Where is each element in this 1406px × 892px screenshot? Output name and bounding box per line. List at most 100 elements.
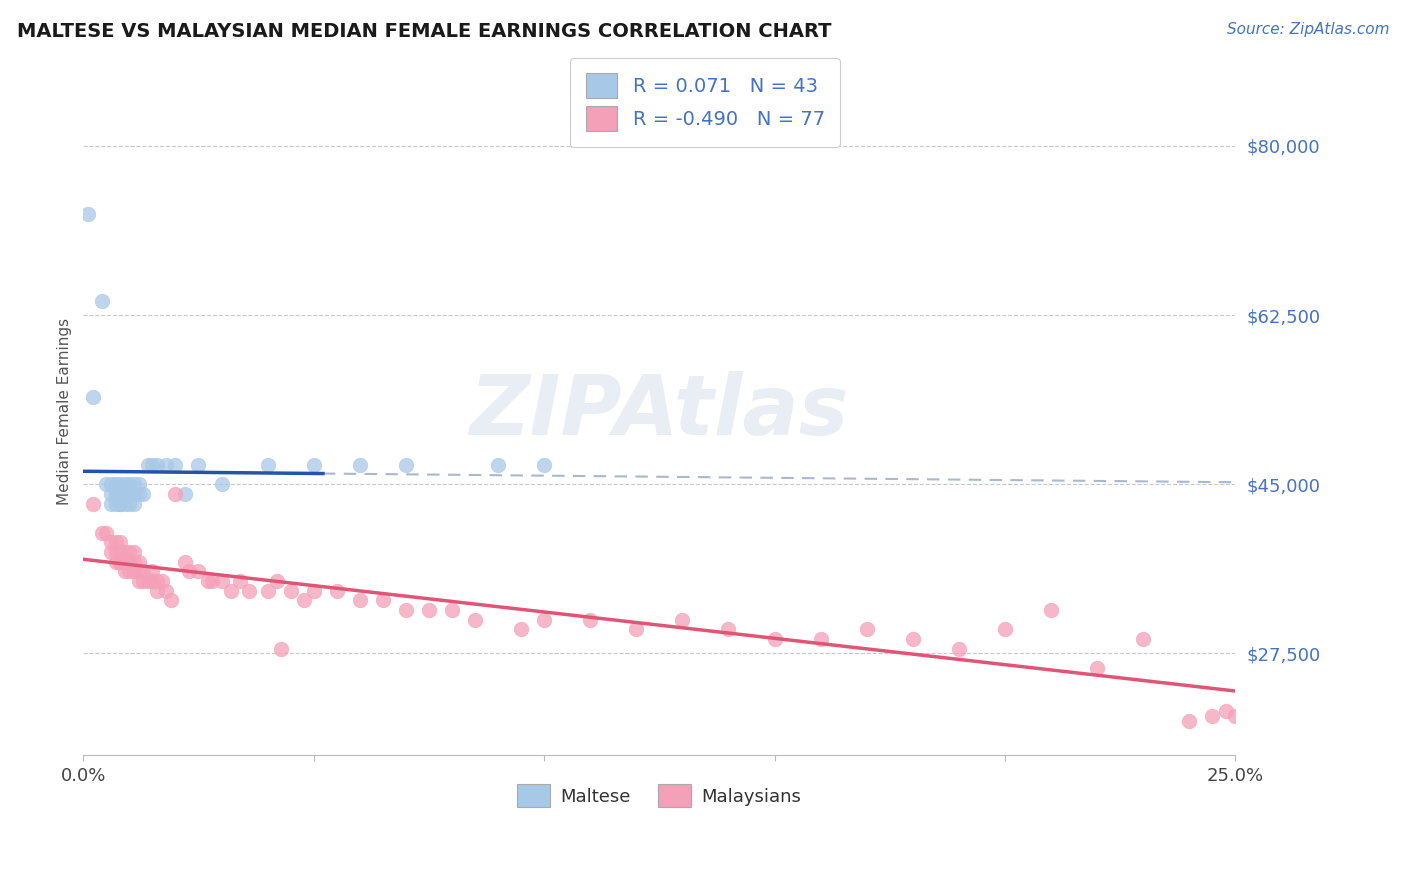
Point <box>533 613 555 627</box>
Point <box>626 622 648 636</box>
Point <box>128 487 150 501</box>
Point <box>302 583 325 598</box>
Point <box>141 564 163 578</box>
Point <box>579 613 602 627</box>
Point <box>395 458 418 472</box>
Point <box>486 458 509 472</box>
Point <box>118 545 141 559</box>
Point <box>1178 714 1201 728</box>
Point <box>155 583 177 598</box>
Point <box>146 583 169 598</box>
Point <box>1225 709 1247 723</box>
Point <box>96 477 118 491</box>
Point <box>146 574 169 588</box>
Point <box>82 390 104 404</box>
Point <box>90 525 112 540</box>
Point <box>160 593 183 607</box>
Point <box>100 497 122 511</box>
Point <box>100 545 122 559</box>
Point <box>118 487 141 501</box>
Point <box>108 487 131 501</box>
Point <box>104 545 127 559</box>
Point <box>146 458 169 472</box>
Point <box>118 555 141 569</box>
Point <box>165 458 187 472</box>
Point <box>104 535 127 549</box>
Point <box>108 555 131 569</box>
Point <box>100 477 122 491</box>
Point <box>114 487 136 501</box>
Point <box>810 632 832 646</box>
Point <box>1040 603 1063 617</box>
Point <box>671 613 693 627</box>
Point <box>510 622 533 636</box>
Point <box>108 555 131 569</box>
Point <box>108 535 131 549</box>
Point <box>901 632 924 646</box>
Point <box>100 535 122 549</box>
Point <box>211 574 233 588</box>
Point <box>82 497 104 511</box>
Point <box>108 497 131 511</box>
Point <box>114 564 136 578</box>
Point <box>187 564 209 578</box>
Point <box>118 564 141 578</box>
Point <box>179 564 201 578</box>
Point <box>238 583 260 598</box>
Point <box>118 555 141 569</box>
Point <box>1132 632 1154 646</box>
Point <box>136 458 159 472</box>
Point <box>122 564 145 578</box>
Point <box>256 583 278 598</box>
Point <box>855 622 877 636</box>
Point <box>136 574 159 588</box>
Point <box>104 487 127 501</box>
Point <box>132 487 155 501</box>
Y-axis label: Median Female Earnings: Median Female Earnings <box>58 318 72 505</box>
Point <box>90 293 112 308</box>
Point <box>118 477 141 491</box>
Point <box>128 555 150 569</box>
Point <box>122 497 145 511</box>
Point <box>122 545 145 559</box>
Legend: Maltese, Malaysians: Maltese, Malaysians <box>510 777 808 814</box>
Point <box>114 487 136 501</box>
Point <box>1085 661 1108 675</box>
Point <box>141 574 163 588</box>
Point <box>108 497 131 511</box>
Point <box>349 593 371 607</box>
Point <box>326 583 349 598</box>
Point <box>219 583 242 598</box>
Point <box>266 574 288 588</box>
Point <box>150 574 173 588</box>
Point <box>173 555 195 569</box>
Point <box>201 574 224 588</box>
Point <box>155 458 177 472</box>
Point <box>114 545 136 559</box>
Point <box>114 477 136 491</box>
Point <box>100 487 122 501</box>
Point <box>104 497 127 511</box>
Point <box>464 613 486 627</box>
Text: Source: ZipAtlas.com: Source: ZipAtlas.com <box>1226 22 1389 37</box>
Point <box>302 458 325 472</box>
Point <box>114 555 136 569</box>
Point <box>128 477 150 491</box>
Point <box>118 497 141 511</box>
Point <box>122 477 145 491</box>
Point <box>211 477 233 491</box>
Point <box>418 603 440 617</box>
Point <box>173 487 195 501</box>
Point <box>395 603 418 617</box>
Point <box>270 641 292 656</box>
Point <box>132 574 155 588</box>
Point <box>197 574 219 588</box>
Point <box>440 603 463 617</box>
Point <box>763 632 786 646</box>
Point <box>77 206 100 220</box>
Point <box>948 641 970 656</box>
Point <box>256 458 278 472</box>
Point <box>1215 705 1237 719</box>
Point <box>108 477 131 491</box>
Point <box>1201 709 1223 723</box>
